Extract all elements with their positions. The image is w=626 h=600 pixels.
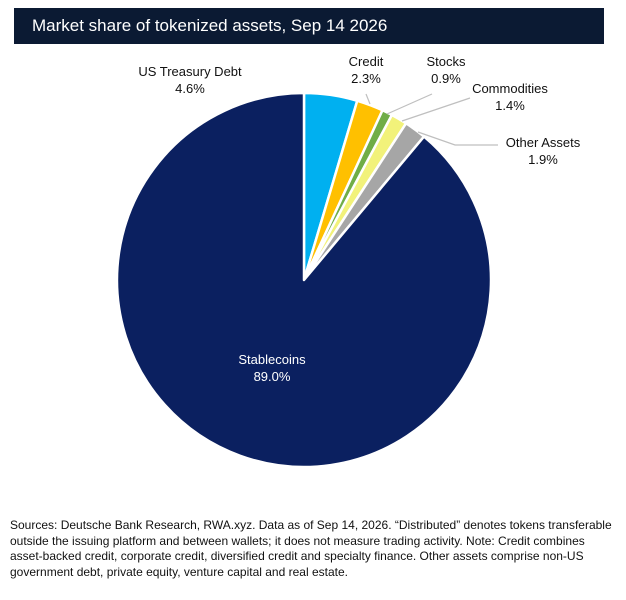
- slice-label-credit: Credit: [349, 54, 384, 69]
- slice-value-other-assets: 1.9%: [528, 152, 558, 167]
- slice-value-commodities: 1.4%: [495, 98, 525, 113]
- leader-line-credit: [365, 93, 371, 105]
- pie-chart: US Treasury Debt 4.6% Credit 2.3% Stocks 0.9%…: [115, 54, 581, 469]
- source-footnote: Sources: Deutsche Bank Research, RWA.xyz…: [10, 518, 612, 579]
- slice-value-us-treasury-debt: 4.6%: [175, 81, 205, 96]
- pie-slice-stablecoins: [115, 91, 493, 469]
- slice-value-stocks: 0.9%: [431, 71, 461, 86]
- chart-title: Market share of tokenized assets, Sep 14…: [32, 16, 388, 35]
- slice-label-us-treasury-debt: US Treasury Debt: [138, 64, 242, 79]
- slice-label-other-assets: Other Assets: [506, 135, 581, 150]
- slice-label-commodities: Commodities: [472, 81, 548, 96]
- chart-title-bar: Market share of tokenized assets, Sep 14…: [14, 8, 604, 44]
- slice-label-stocks: Stocks: [426, 54, 466, 69]
- leader-line-other-assets: [417, 131, 498, 146]
- slice-value-stablecoins: 89.0%: [254, 369, 291, 384]
- slice-label-stablecoins: Stablecoins: [238, 352, 306, 367]
- leader-line-stocks: [386, 93, 433, 115]
- leader-line-commodities: [401, 97, 471, 122]
- slice-value-credit: 2.3%: [351, 71, 381, 86]
